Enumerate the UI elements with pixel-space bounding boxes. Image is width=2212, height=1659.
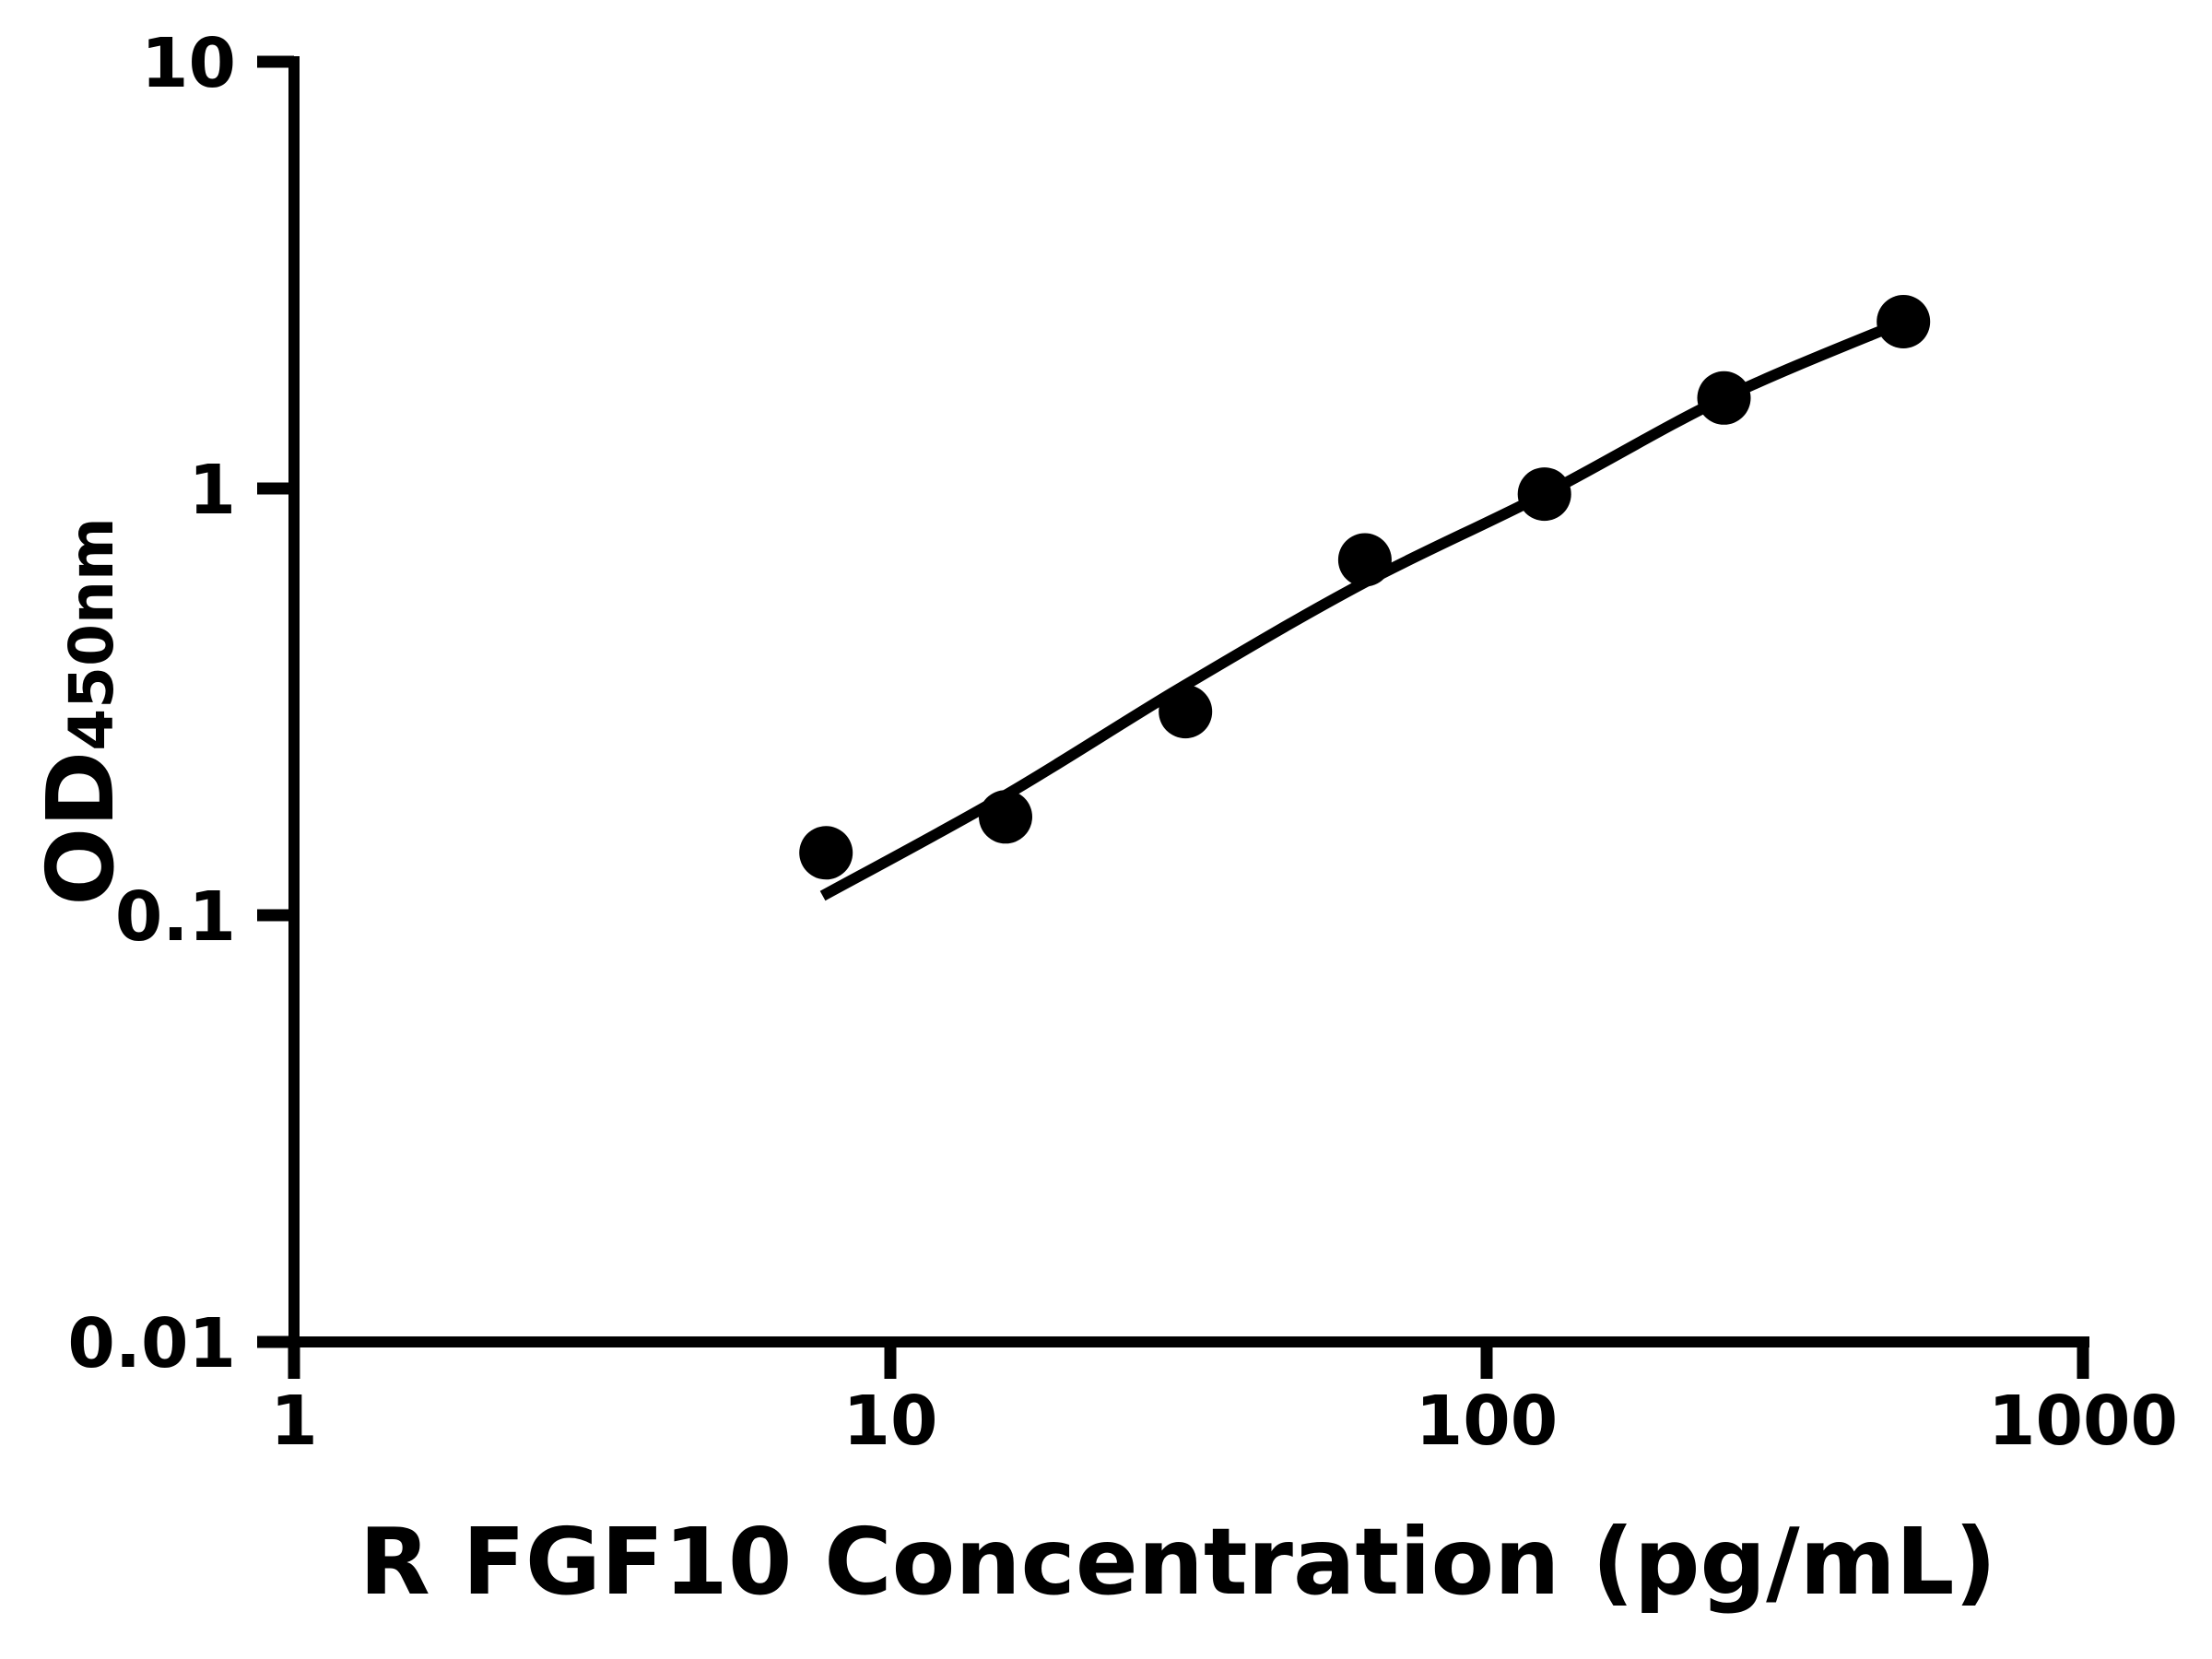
plot-series xyxy=(799,295,1931,901)
x-tick-label: 1 xyxy=(270,1382,318,1461)
data-point xyxy=(1159,685,1213,739)
data-point xyxy=(799,826,853,880)
data-point xyxy=(979,790,1032,844)
data-point xyxy=(1697,371,1751,425)
x-tick-label: 100 xyxy=(1416,1382,1558,1461)
y-tick-label: 10 xyxy=(141,24,236,103)
data-point xyxy=(1517,467,1571,522)
x-axis-title: R FGF10 Concentration (pg/mL) xyxy=(359,1508,1997,1616)
x-tick-label: 10 xyxy=(843,1382,938,1461)
y-tick-label: 0.01 xyxy=(67,1304,236,1383)
axis-ticks: 1 10 100 1000 10 1 0.1 0.01 xyxy=(67,24,2178,1461)
x-tick-label: 1000 xyxy=(1988,1382,2178,1461)
y-axis-title: OD450nm xyxy=(27,517,135,906)
y-tick-label: 1 xyxy=(189,451,237,530)
y-tick-label: 0.1 xyxy=(115,877,236,957)
y-axis-title-subscript: 450nm xyxy=(56,517,127,751)
y-axis-title-main: OD xyxy=(27,750,135,906)
data-point xyxy=(1337,533,1392,587)
data-point xyxy=(1877,295,1931,348)
